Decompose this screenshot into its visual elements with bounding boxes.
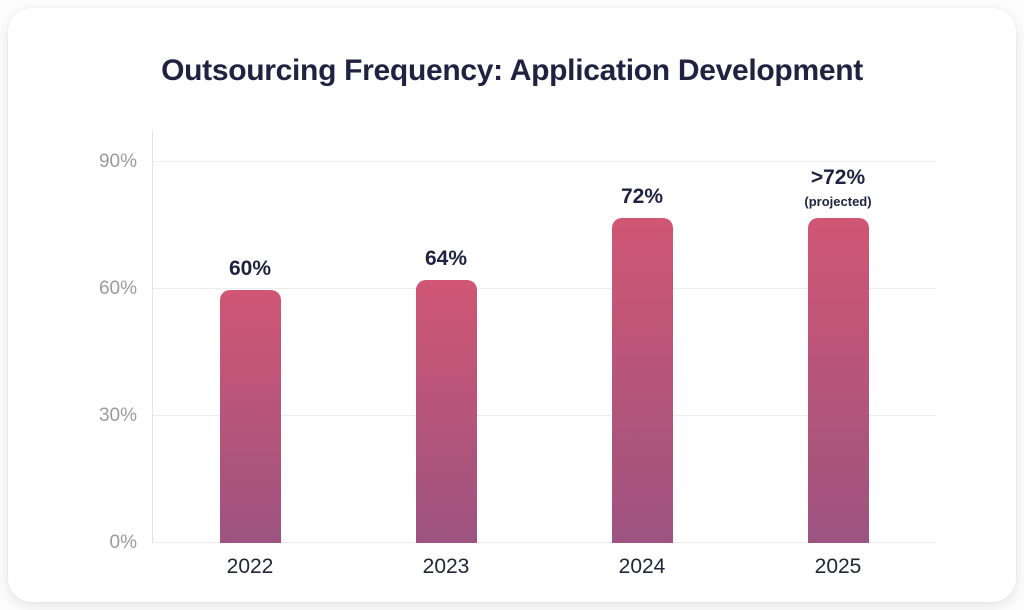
bar-value-label-2025: >72% [810, 165, 866, 189]
gridline-baseline [152, 542, 936, 543]
bar-2022 [219, 290, 281, 543]
x-axis-label-2024: 2024 [618, 555, 666, 578]
gridline-90 [152, 161, 936, 162]
y-axis-tick-label-0: 0% [109, 532, 137, 553]
chart-card: Outsourcing Frequency: Application Devel… [8, 8, 1016, 602]
bar-group-2022: 60% 2022 [152, 130, 348, 578]
bar-value-label-2024: 72% [620, 184, 664, 208]
y-axis-tick-label-30: 30% [98, 405, 137, 426]
x-axis-label-2023: 2023 [422, 555, 470, 578]
y-axis-tick-label-60: 60% [98, 278, 137, 299]
bar-2023 [415, 280, 477, 543]
bar-group-2024: 72% 2024 [544, 130, 740, 578]
x-axis-label-2022: 2022 [226, 555, 274, 578]
bar-columns: 60% 2022 64% 2023 72% 2024 >72% (project… [152, 130, 936, 578]
bar-group-2025: >72% (projected) 2025 [740, 130, 936, 578]
gridline-60 [152, 288, 936, 289]
plot-area: 90% 60% 30% 0% 60% 2022 64% 2023 72% 202… [99, 130, 936, 578]
bar-2024 [611, 218, 673, 543]
chart-title: Outsourcing Frequency: Application Devel… [161, 54, 863, 87]
bar-value-label-2022: 60% [228, 256, 272, 280]
y-axis-tick-label-90: 90% [98, 151, 137, 172]
gridline-30 [152, 415, 936, 416]
bar-value-label-2023: 64% [424, 246, 468, 270]
x-axis-label-2025: 2025 [814, 555, 862, 578]
bar-group-2023: 64% 2023 [348, 130, 544, 578]
y-axis-line [152, 130, 153, 543]
bar-note-2025: (projected) [804, 194, 872, 210]
bar-2025 [807, 218, 869, 543]
